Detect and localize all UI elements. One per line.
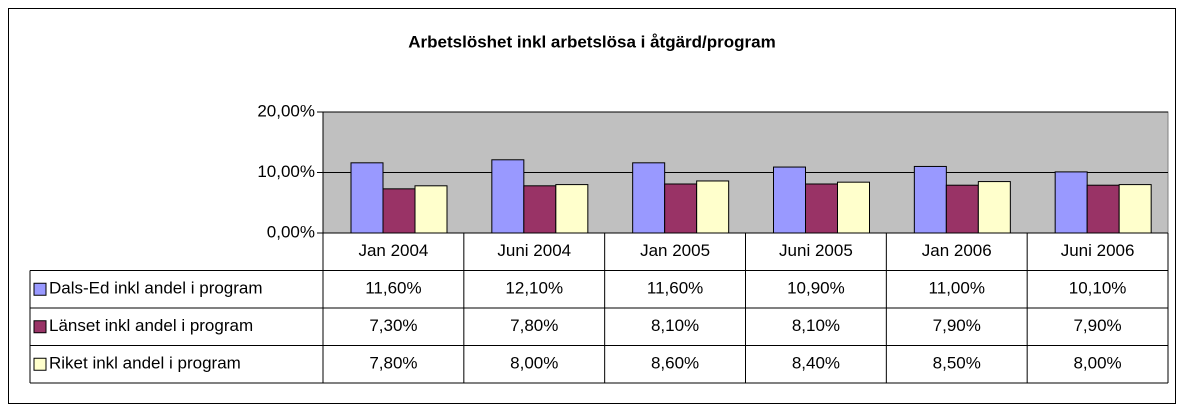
bar [491, 159, 525, 234]
bar [382, 188, 416, 234]
data-table-value: 7,90% [1073, 316, 1121, 335]
bar [350, 162, 384, 234]
x-tick-label: Juni 2005 [779, 241, 853, 260]
bar [837, 181, 870, 234]
data-table-value: 8,60% [651, 354, 699, 373]
bar [913, 165, 947, 234]
data-table-value: 8,00% [1073, 354, 1121, 373]
data-table-value: 7,90% [933, 316, 981, 335]
bar [1118, 184, 1152, 234]
x-tick-label: Juni 2006 [1061, 241, 1135, 260]
y-tick-label: 10,00% [257, 162, 315, 181]
data-table-value: 8,00% [510, 354, 558, 373]
data-table-value: 10,10% [1069, 279, 1127, 298]
data-table-value: 7,30% [369, 316, 417, 335]
bar [632, 162, 666, 234]
data-table-value: 7,80% [510, 316, 558, 335]
data-table-value: 10,90% [787, 279, 845, 298]
y-tick-label: 20,00% [257, 101, 315, 120]
data-table-value: 8,50% [933, 354, 981, 373]
x-tick-label: Jan 2005 [640, 241, 710, 260]
x-tick-label: Juni 2004 [497, 241, 571, 260]
legend-key [33, 320, 47, 334]
bar [696, 180, 730, 234]
legend-key [33, 282, 47, 296]
bar [977, 181, 1011, 234]
data-table-value: 8,40% [792, 354, 840, 373]
data-table-value: 11,60% [647, 279, 703, 298]
legend-key [33, 357, 47, 371]
bar [1086, 184, 1120, 234]
bar [805, 183, 838, 234]
data-table-value: 11,00% [929, 279, 985, 298]
legend-label: Länset inkl andel i program [49, 316, 253, 335]
x-tick-label: Jan 2004 [358, 241, 428, 260]
legend-label: Riket inkl andel i program [49, 354, 241, 373]
y-tick-label: 0,00% [267, 222, 315, 241]
chart-title: Arbetslöshet inkl arbetslösa i åtgärd/pr… [408, 32, 775, 51]
data-table-value: 8,10% [792, 316, 840, 335]
bar [664, 183, 698, 234]
bar [414, 185, 448, 234]
bar [523, 185, 557, 234]
bar [945, 184, 979, 234]
legend-label: Dals-Ed inkl andel i program [49, 279, 263, 298]
data-table-value: 12,10% [505, 279, 563, 298]
data-table-value: 11,60% [365, 279, 421, 298]
data-table-value: 8,10% [651, 316, 699, 335]
data-table-value: 7,80% [369, 354, 417, 373]
bar [773, 166, 806, 234]
bar [555, 184, 589, 234]
bar [1054, 171, 1088, 234]
x-tick-label: Jan 2006 [922, 241, 992, 260]
